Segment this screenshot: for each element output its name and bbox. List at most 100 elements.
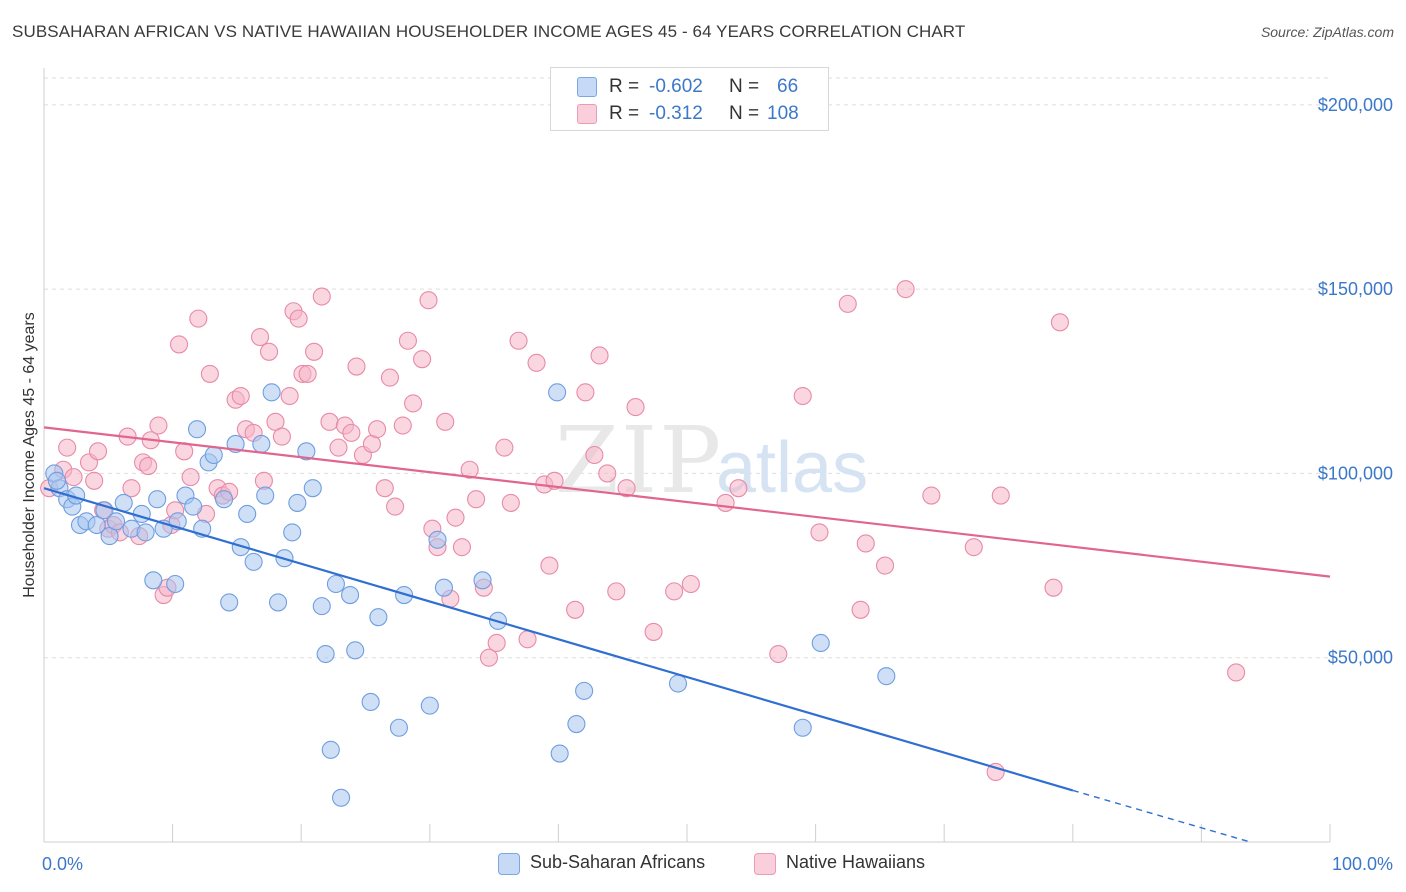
data-point (149, 416, 168, 435)
data-point (413, 350, 432, 369)
data-point (122, 479, 141, 498)
data-point (220, 593, 239, 612)
data-point (386, 497, 405, 516)
data-point (681, 574, 700, 594)
y-tick-label: $200,000 (1318, 95, 1393, 115)
watermark-zip: ZIP (555, 407, 723, 514)
data-point (244, 552, 263, 571)
data-point (896, 280, 915, 299)
data-point (810, 523, 829, 542)
data-point (88, 442, 108, 461)
data-point (139, 457, 158, 476)
data-point (419, 291, 438, 310)
data-point (856, 534, 875, 553)
data-point (617, 479, 636, 498)
data-point (877, 667, 896, 686)
bottom-legend-swatch-pink (754, 853, 776, 875)
legend-n-label: N = (729, 76, 760, 97)
data-point (665, 582, 684, 601)
data-point (361, 692, 380, 711)
data-point (375, 479, 394, 498)
data-point (280, 386, 299, 406)
data-point (404, 394, 423, 413)
data-point (585, 445, 604, 465)
data-point (729, 479, 748, 498)
y-tick-label: $150,000 (1318, 279, 1393, 299)
legend-swatch-pink (577, 104, 597, 124)
data-point (467, 490, 486, 509)
data-point (986, 762, 1005, 782)
data-point (144, 571, 163, 590)
data-point (238, 504, 257, 524)
trend-lines (43, 426, 1331, 843)
data-point (716, 493, 735, 512)
data-point (148, 490, 167, 509)
data-point (576, 383, 595, 402)
native-hawaiians-trend-line (43, 426, 1331, 578)
data-point (136, 523, 155, 542)
data-point (769, 644, 788, 664)
data-point (428, 530, 447, 549)
data-point (668, 674, 688, 693)
legend-n-value: 66 (777, 76, 799, 97)
data-point (303, 479, 322, 498)
data-point (446, 508, 465, 527)
legend-r-label: R = (609, 103, 640, 124)
grid-lines (44, 77, 1330, 659)
data-point (922, 486, 941, 505)
data-point (838, 294, 857, 313)
data-point (64, 468, 83, 487)
legend-r-value: -0.312 (649, 103, 703, 124)
native-hawaiians-points (40, 280, 1246, 782)
data-point (420, 696, 439, 715)
x-tick-label: 0.0% (42, 854, 83, 874)
legend-n-value: 108 (767, 103, 799, 124)
data-point (305, 342, 324, 361)
data-point (501, 493, 520, 512)
data-point (272, 427, 291, 446)
data-point (250, 328, 270, 347)
y-tick-label: $100,000 (1318, 463, 1393, 483)
data-point (1050, 313, 1069, 332)
data-point (181, 468, 200, 487)
data-point (793, 718, 812, 737)
data-point (550, 744, 569, 763)
chart-title: SUBSAHARAN AFRICAN VS NATIVE HAWAIIAN HO… (12, 22, 966, 41)
legend-n-label: N = (729, 103, 760, 124)
data-point (487, 633, 506, 653)
data-point (436, 412, 455, 431)
bottom-legend-swatch-blue (498, 853, 520, 875)
data-point (283, 523, 302, 542)
axes (43, 68, 1331, 843)
data-point (58, 438, 77, 457)
data-point (380, 368, 399, 387)
data-point (495, 438, 514, 457)
data-point (132, 504, 151, 524)
x-tick-labels: 0.0% 100.0% (42, 854, 1393, 874)
data-point (473, 571, 492, 590)
data-point (369, 608, 388, 627)
data-point (626, 398, 645, 417)
data-point (851, 600, 870, 619)
data-point (269, 593, 288, 612)
data-point (964, 538, 983, 557)
data-point (341, 586, 360, 605)
data-point (297, 442, 316, 461)
data-point (598, 464, 617, 483)
data-point (87, 515, 106, 535)
correlation-legend: R = -0.602 N = 66 R = -0.312 N = 108 (550, 67, 829, 131)
data-point (252, 434, 271, 453)
data-point (312, 287, 331, 306)
y-axis-label: Householder Income Ages 45 - 64 years (21, 312, 38, 598)
data-point (389, 718, 408, 737)
data-point (575, 681, 594, 700)
data-point (346, 641, 365, 660)
data-point (289, 309, 308, 328)
data-point (47, 471, 66, 490)
data-point (169, 335, 189, 354)
data-point (567, 715, 586, 734)
data-point (231, 386, 250, 406)
bottom-legend-label: Native Hawaiians (786, 852, 926, 872)
data-point (316, 644, 335, 664)
